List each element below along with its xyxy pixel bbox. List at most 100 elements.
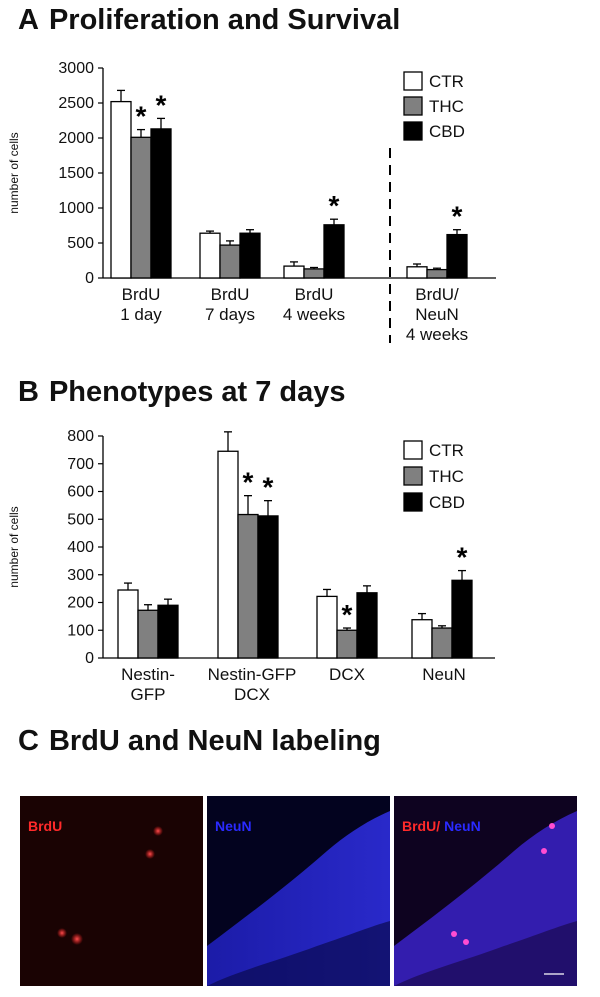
y-tick-label: 800 xyxy=(67,428,94,445)
y-tick-label: 1500 xyxy=(58,165,94,182)
significance-marker: * xyxy=(342,599,353,630)
bar-ctr xyxy=(406,266,428,279)
legend-swatch-thc xyxy=(403,466,423,486)
legend-swatch-cbd xyxy=(403,121,423,141)
category-label: NeuN xyxy=(422,665,465,684)
bar-thc xyxy=(303,268,325,279)
micrograph-label-brdu: BrdU xyxy=(28,818,63,834)
y-tick-label: 500 xyxy=(67,235,94,252)
legend-label-thc: THC xyxy=(429,467,464,486)
panel-c-title-text: BrdU and NeuN labeling xyxy=(48,725,381,757)
y-tick-label: 400 xyxy=(67,539,94,556)
bar-cbd xyxy=(451,579,473,659)
y-axis-label: number of cells xyxy=(7,506,21,587)
brdu-cell xyxy=(153,826,163,836)
panel-b-letter: B xyxy=(18,376,39,408)
category-label: NeuN xyxy=(415,305,458,324)
bar-thc xyxy=(431,627,453,659)
panel-b-title: B Phenotypes at 7 days xyxy=(18,376,346,409)
legend-label-thc: THC xyxy=(429,97,464,116)
significance-marker: * xyxy=(329,190,340,221)
significance-marker: * xyxy=(457,542,468,573)
legend-swatch-thc xyxy=(403,96,423,116)
y-tick-label: 0 xyxy=(85,650,94,667)
significance-marker: * xyxy=(243,467,254,498)
category-label: 1 day xyxy=(120,305,162,324)
panel-a-title: A Proliferation and Survival xyxy=(18,4,400,37)
merged-label-brdu: BrdU/ xyxy=(402,818,441,834)
brdu-cell xyxy=(145,849,155,859)
legend-label-cbd: CBD xyxy=(429,493,465,512)
bar-ctr xyxy=(316,595,338,659)
y-tick-label: 200 xyxy=(67,595,94,612)
y-axis-label: number of cells xyxy=(7,132,21,213)
category-label: Nestin- xyxy=(121,665,175,684)
category-label: BrdU xyxy=(295,285,334,304)
bar-thc xyxy=(336,629,358,659)
legend-label-cbd: CBD xyxy=(429,122,465,141)
neun-layer xyxy=(207,811,390,986)
significance-marker: * xyxy=(452,201,463,232)
bar-ctr xyxy=(110,100,132,279)
y-tick-label: 2500 xyxy=(58,95,94,112)
legend-label-ctr: CTR xyxy=(429,72,464,91)
bar-thc xyxy=(219,244,241,279)
category-label: BrdU xyxy=(122,285,161,304)
category-label: DCX xyxy=(329,665,365,684)
bar-thc xyxy=(130,136,152,279)
y-tick-label: 2000 xyxy=(58,130,94,147)
bar-cbd xyxy=(446,233,468,279)
legend-swatch-ctr xyxy=(403,71,423,91)
category-label: BrdU/ xyxy=(415,285,459,304)
panel-c-letter: C xyxy=(18,725,39,757)
micrograph-brdu: BrdU xyxy=(20,796,203,986)
panel-c-title: C BrdU and NeuN labeling xyxy=(18,725,381,758)
chart-a-proliferation-survival: 0 500 1000 1500 2000 2500 3000 number of cells *… xyxy=(7,60,496,344)
y-tick-label: 100 xyxy=(67,622,94,639)
legend-swatch-cbd xyxy=(403,492,423,512)
category-label: Nestin-GFP xyxy=(208,665,297,684)
y-tick-label: 0 xyxy=(85,270,94,287)
brdu-cell xyxy=(71,933,83,945)
bar-cbd xyxy=(150,128,172,279)
bar-cbd xyxy=(323,224,345,279)
bar-thc xyxy=(426,268,448,279)
bar-ctr xyxy=(117,589,139,659)
category-label: 4 weeks xyxy=(283,305,345,324)
brdu-cells xyxy=(57,826,163,945)
micrograph-label-merged: BrdU/NeuN xyxy=(402,818,481,834)
y-tick-label: 1000 xyxy=(58,200,94,217)
bar-ctr xyxy=(199,232,221,279)
merged-layer xyxy=(394,811,577,986)
y-tick-label: 500 xyxy=(67,511,94,528)
legend-label-ctr: CTR xyxy=(429,441,464,460)
legend-swatch-ctr xyxy=(403,440,423,460)
category-label: BrdU xyxy=(211,285,250,304)
significance-marker: * xyxy=(136,101,147,132)
micrograph-row: BrdU NeuN BrdU/NeuN xyxy=(20,796,590,986)
category-label: DCX xyxy=(234,685,270,704)
micrograph-label-neun: NeuN xyxy=(215,818,252,834)
bar-ctr xyxy=(411,619,433,659)
y-tick-label: 300 xyxy=(67,567,94,584)
category-label: 7 days xyxy=(205,305,255,324)
bar-ctr xyxy=(217,450,239,659)
bar-cbd xyxy=(157,604,179,659)
panel-a-title-text: Proliferation and Survival xyxy=(48,4,401,36)
bar-thc xyxy=(137,609,159,659)
bar-thc xyxy=(237,513,259,659)
bar-ctr xyxy=(283,265,305,279)
merged-label-neun: NeuN xyxy=(444,818,481,834)
bar-cbd xyxy=(356,592,378,659)
panel-a-letter: A xyxy=(18,4,39,36)
category-label: GFP xyxy=(131,685,166,704)
y-tick-label: 600 xyxy=(67,484,94,501)
brdu-cell xyxy=(57,928,67,938)
chart-b-phenotypes: 0 100 200 300 400 500 600 700 800 number of cells… xyxy=(7,428,495,704)
category-label: 4 weeks xyxy=(406,325,468,344)
micrograph-neun: NeuN xyxy=(207,796,390,986)
significance-marker: * xyxy=(263,472,274,503)
bar-cbd xyxy=(239,232,261,279)
micrograph-merged: BrdU/NeuN xyxy=(394,796,577,986)
y-tick-label: 3000 xyxy=(58,60,94,77)
